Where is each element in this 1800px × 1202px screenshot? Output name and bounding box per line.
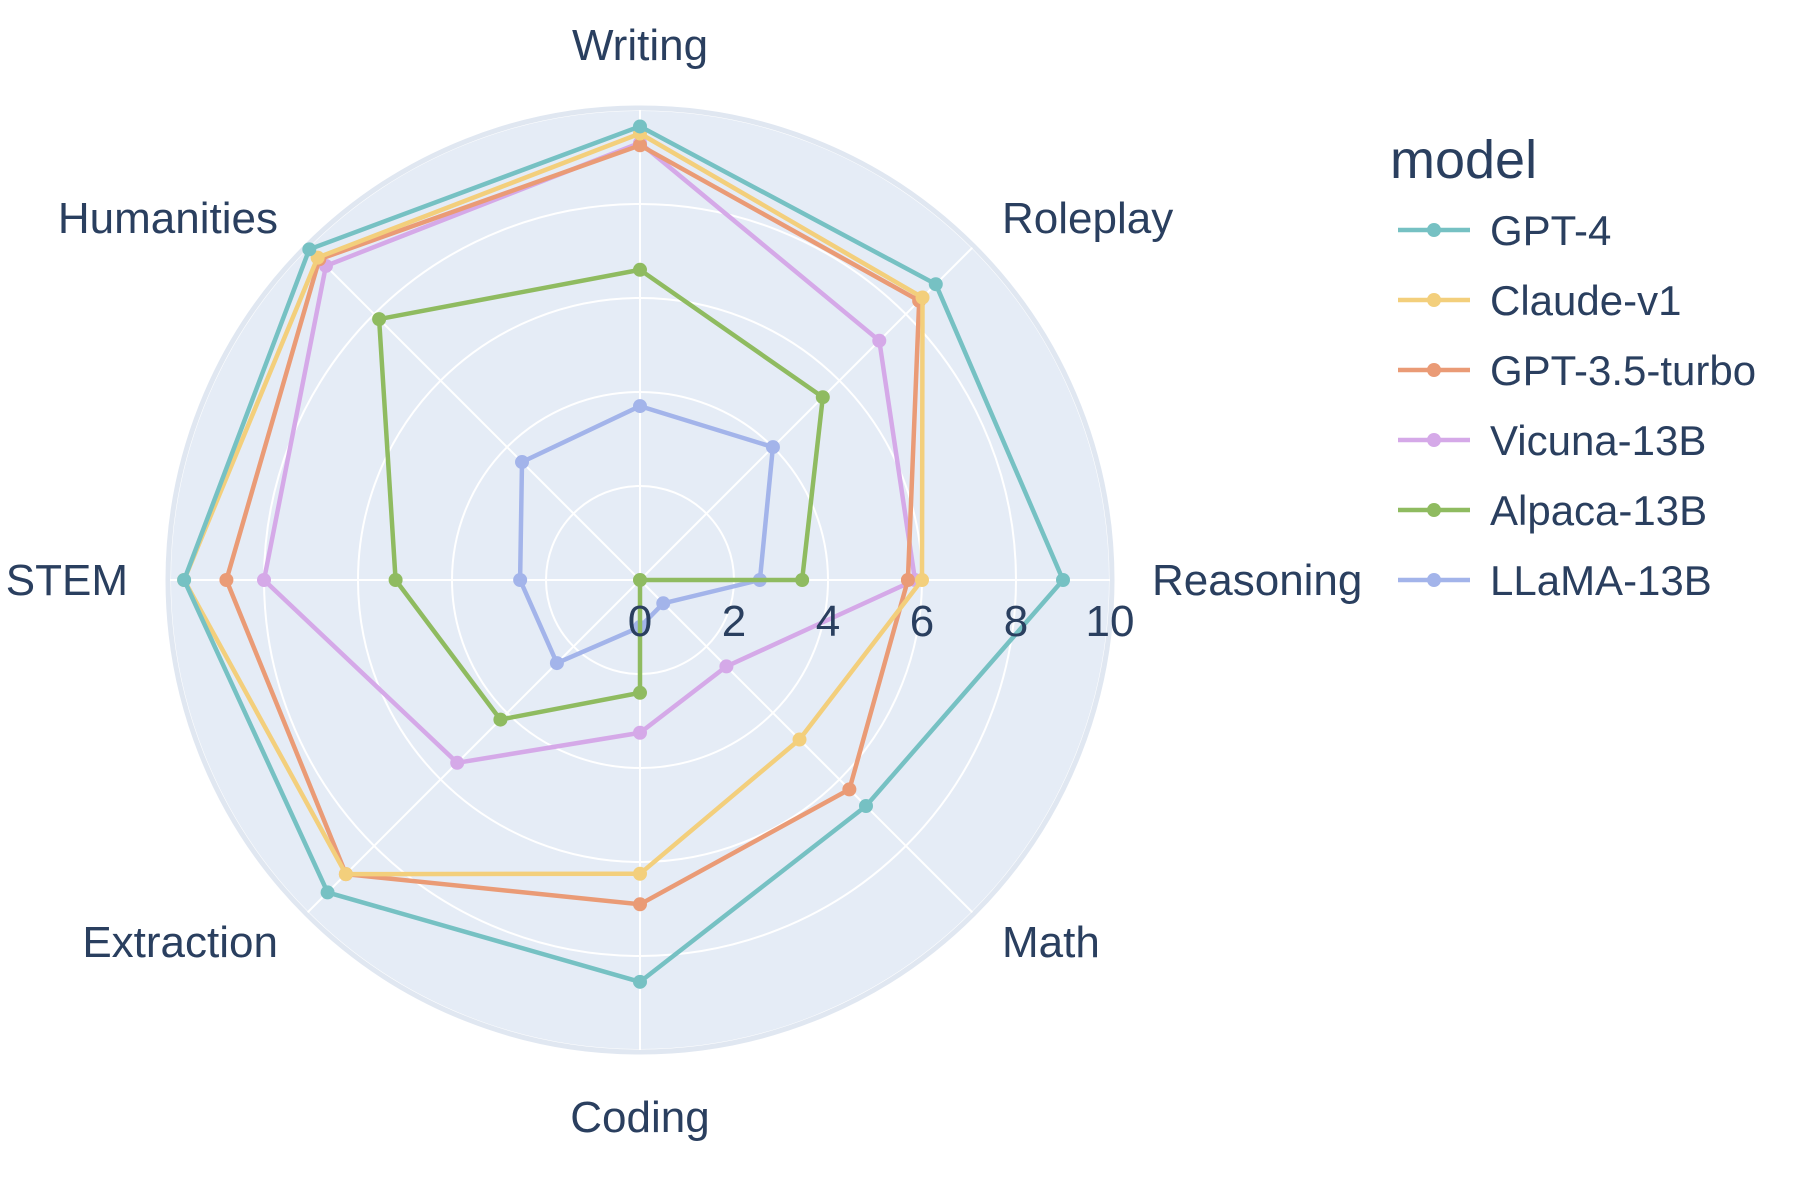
series-point[interactable] [872,333,887,348]
axis-label-reasoning: Reasoning [1152,556,1362,605]
radial-tick-label: 2 [722,597,746,646]
series-point[interactable] [1056,573,1070,587]
axis-label-extraction: Extraction [82,918,278,967]
series-point[interactable] [765,440,780,455]
series-point[interactable] [719,659,734,674]
legend-label: Alpaca-13B [1490,487,1707,534]
legend-item[interactable]: Claude-v1 [1398,277,1681,324]
series-point[interactable] [633,685,647,700]
series-point[interactable] [815,390,830,405]
legend-label: Vicuna-13B [1490,417,1706,464]
legend-swatch-marker [1427,503,1441,517]
series-point[interactable] [549,656,564,671]
axis-label-math: Math [1002,918,1100,967]
grid-spoke [306,246,641,581]
series-point[interactable] [842,782,857,797]
series-point[interactable] [900,573,915,587]
series-point[interactable] [257,573,271,587]
series-point[interactable] [633,138,647,153]
series-point[interactable] [338,867,353,882]
series-point[interactable] [633,119,647,134]
series-point[interactable] [633,866,647,881]
series-point[interactable] [633,399,647,414]
legend-swatch-marker [1427,293,1441,307]
legend-label: Claude-v1 [1490,277,1681,324]
radial-tick-label: 6 [910,597,934,646]
outer-ring [165,105,1115,1055]
series-point[interactable] [320,885,335,900]
legend-swatch-marker [1427,433,1441,447]
legend-label: LLaMA-13B [1490,557,1712,604]
axis-label-roleplay: Roleplay [1002,194,1173,243]
legend-item[interactable]: GPT-4 [1398,207,1611,254]
series-point[interactable] [302,242,317,257]
legend-item[interactable]: LLaMA-13B [1398,557,1712,604]
series-point[interactable] [795,573,810,587]
grid-spoke [306,579,641,914]
legend-item[interactable]: Alpaca-13B [1398,487,1707,534]
series-point[interactable] [858,798,873,813]
legend-label: GPT-4 [1490,207,1611,254]
series-point[interactable] [928,277,943,292]
legend-item[interactable]: Vicuna-13B [1398,417,1706,464]
axis-label-humanities: Humanities [58,194,278,243]
series-point[interactable] [633,897,647,912]
radial-tick-label: 10 [1086,597,1135,646]
series-point[interactable] [372,312,387,327]
legend-swatch-marker [1427,223,1441,237]
legend-swatch-marker [1427,363,1441,377]
series-point[interactable] [656,596,671,611]
axis-label-writing: Writing [572,21,708,70]
series-point[interactable] [633,262,647,277]
series-point[interactable] [493,712,508,727]
series-point[interactable] [450,755,465,770]
legend-item[interactable]: GPT-3.5-turbo [1398,347,1756,394]
legend-label: GPT-3.5-turbo [1490,347,1756,394]
series-point[interactable] [513,573,528,587]
axis-label-stem: STEM [6,556,128,605]
series-point[interactable] [915,290,930,305]
series-point[interactable] [177,573,192,587]
series-point[interactable] [915,573,929,587]
radial-tick-label: 8 [1004,597,1028,646]
legend-swatch-marker [1427,573,1441,587]
series-point[interactable] [633,974,647,989]
series-point[interactable] [633,573,647,587]
radial-tick-label: 4 [816,597,840,646]
radial-tick-label: 0 [628,597,652,646]
axis-label-coding: Coding [570,1093,709,1142]
grid-spoke [639,579,974,914]
series-point[interactable] [388,573,403,587]
series-point[interactable] [515,455,530,470]
series-point[interactable] [219,573,234,587]
legend-title: model [1390,130,1537,190]
series-point[interactable] [633,725,647,740]
series-point[interactable] [792,732,807,747]
